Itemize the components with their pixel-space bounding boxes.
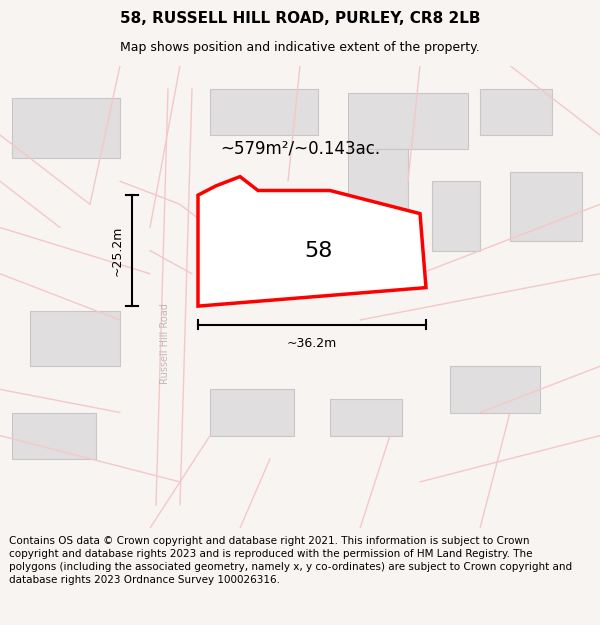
Bar [480, 89, 552, 135]
Text: 58: 58 [304, 241, 332, 261]
Text: 58, RUSSELL HILL ROAD, PURLEY, CR8 2LB: 58, RUSSELL HILL ROAD, PURLEY, CR8 2LB [120, 11, 480, 26]
Bar [450, 366, 540, 413]
Polygon shape [198, 177, 426, 306]
Bar [12, 98, 120, 158]
Bar [210, 389, 294, 436]
Bar [432, 181, 480, 251]
Text: ~25.2m: ~25.2m [110, 226, 124, 276]
Text: Russell Hill Road: Russell Hill Road [160, 302, 170, 384]
Text: ~36.2m: ~36.2m [287, 337, 337, 349]
Bar [12, 412, 96, 459]
Text: Map shows position and indicative extent of the property.: Map shows position and indicative extent… [120, 41, 480, 54]
Bar [510, 172, 582, 241]
Bar [348, 149, 408, 241]
Bar [210, 89, 318, 135]
Text: Contains OS data © Crown copyright and database right 2021. This information is : Contains OS data © Crown copyright and d… [9, 536, 572, 586]
Bar [30, 311, 120, 366]
Bar [348, 93, 468, 149]
Bar [330, 399, 402, 436]
Text: ~579m²/~0.143ac.: ~579m²/~0.143ac. [220, 140, 380, 158]
